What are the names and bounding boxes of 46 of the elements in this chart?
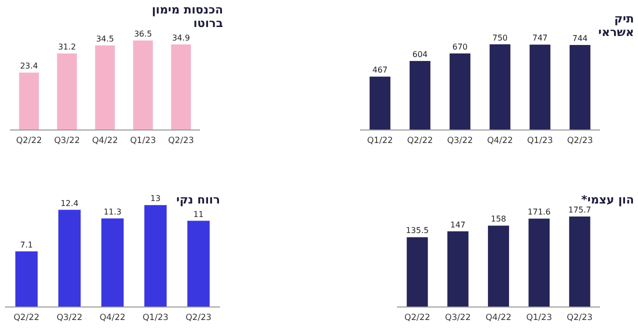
data-label: 34.9 <box>172 33 190 42</box>
data-label: 467 <box>372 66 388 75</box>
data-label: 7.1 <box>20 240 33 250</box>
data-label: 604 <box>412 50 428 59</box>
data-label: 670 <box>452 42 468 52</box>
data-label: 147 <box>450 220 466 230</box>
x-tick-label: Q2/22 <box>404 313 430 323</box>
data-label: 23.4 <box>20 62 38 71</box>
data-label: 11.3 <box>104 207 122 216</box>
data-label: 13 <box>150 194 161 204</box>
data-label: 31.2 <box>58 42 76 52</box>
data-label: 744 <box>572 34 588 43</box>
x-tick-label: Q1/22 <box>367 136 393 146</box>
x-tick-label: Q3/22 <box>445 313 471 323</box>
data-label: 36.5 <box>134 29 152 38</box>
x-tick-label: Q1/23 <box>142 313 168 323</box>
data-label: 171.6 <box>528 208 551 217</box>
x-tick-label: Q2/22 <box>14 313 40 323</box>
x-tick-label: Q2/22 <box>16 136 42 146</box>
x-tick-label: Q1/23 <box>526 313 552 323</box>
x-tick-label: Q1/23 <box>527 136 553 146</box>
data-label: 175.7 <box>568 206 592 215</box>
data-label: 747 <box>532 34 548 43</box>
x-tick-label: Q2/23 <box>186 313 212 323</box>
x-tick-label: Q2/23 <box>567 136 593 146</box>
chart-title: רווח נקי <box>176 192 220 206</box>
x-tick-label: Q4/22 <box>487 136 513 146</box>
data-label: 750 <box>492 33 508 42</box>
x-tick-label: Q2/23 <box>566 313 593 323</box>
data-label: 11 <box>193 210 204 219</box>
chart-title: *הון עצמי <box>581 192 634 206</box>
x-tick-label: Q2/22 <box>407 136 433 146</box>
data-label: 135.5 <box>406 226 429 236</box>
x-tick-label: Q3/22 <box>54 136 80 146</box>
x-tick-label: Q4/22 <box>100 313 126 323</box>
chart-title: הכנסות מימון ברוטו <box>152 2 223 30</box>
x-tick-label: Q2/23 <box>168 136 194 146</box>
x-tick-label: Q3/22 <box>56 313 82 323</box>
x-tick-label: Q1/23 <box>130 136 156 146</box>
x-tick-label: Q3/22 <box>447 136 473 146</box>
data-label: 12.4 <box>60 198 78 208</box>
x-tick-label: Q4/22 <box>92 136 118 146</box>
data-label: 158 <box>490 214 506 224</box>
data-label: 34.5 <box>96 34 114 44</box>
chart-title: תיק אשראי <box>598 11 634 40</box>
x-tick-label: Q4/22 <box>486 313 512 323</box>
